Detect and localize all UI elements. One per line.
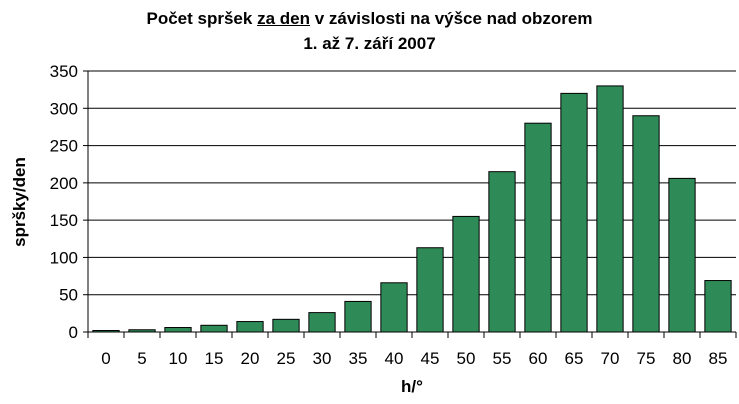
bar-60 bbox=[524, 122, 552, 333]
y-tick-label: 150 bbox=[50, 211, 78, 230]
bar-20 bbox=[236, 321, 264, 333]
bar-40 bbox=[380, 282, 408, 333]
bar-85 bbox=[704, 280, 732, 333]
x-tick-label: 70 bbox=[601, 349, 620, 368]
y-tick-label: 200 bbox=[50, 174, 78, 193]
x-tick-label: 85 bbox=[709, 349, 728, 368]
gridlines bbox=[88, 70, 736, 333]
x-tick-label: 55 bbox=[493, 349, 512, 368]
y-tick-labels: 0 50 100 150 200 250 300 350 bbox=[50, 62, 78, 342]
chart-title-post: v závislosti na výšce nad obzorem bbox=[309, 9, 593, 28]
y-tick-label: 0 bbox=[69, 323, 78, 342]
bar-50 bbox=[452, 215, 480, 333]
x-tick-label: 20 bbox=[241, 349, 260, 368]
y-tick-label: 100 bbox=[50, 248, 78, 267]
axes bbox=[83, 70, 737, 338]
x-tick-label: 60 bbox=[529, 349, 548, 368]
x-tick-label: 45 bbox=[421, 349, 440, 368]
bar-35 bbox=[344, 300, 372, 333]
bars bbox=[92, 85, 732, 333]
x-tick-label: 80 bbox=[673, 349, 692, 368]
chart-title-line2: 1. až 7. září 2007 bbox=[303, 34, 436, 53]
bar-65 bbox=[560, 92, 588, 333]
x-tick-label: 50 bbox=[457, 349, 476, 368]
x-tick-label: 30 bbox=[313, 349, 332, 368]
x-tick-label: 5 bbox=[137, 349, 146, 368]
chart-title-pre: Počet spršek bbox=[146, 9, 258, 28]
x-axis-label: h/° bbox=[401, 377, 423, 396]
bar-45 bbox=[416, 247, 444, 333]
bar-30 bbox=[308, 312, 336, 333]
x-tick-label: 40 bbox=[385, 349, 404, 368]
x-tick-label: 75 bbox=[637, 349, 656, 368]
x-tick-labels: 0 5 10 15 20 25 30 35 40 45 50 55 60 65 70 75 80 85 bbox=[101, 349, 727, 368]
x-tick-label: 10 bbox=[169, 349, 188, 368]
y-tick-label: 300 bbox=[50, 99, 78, 118]
chart-title-line1: Počet spršek za den v závislosti na výšc… bbox=[0, 9, 739, 29]
bar-15 bbox=[200, 324, 228, 333]
bar-80 bbox=[668, 177, 696, 333]
y-axis-label: spršky/den bbox=[10, 157, 29, 247]
bar-55 bbox=[488, 171, 516, 333]
y-tick-label: 250 bbox=[50, 137, 78, 156]
x-tick-label: 65 bbox=[565, 349, 584, 368]
x-tick-label: 25 bbox=[277, 349, 296, 368]
x-tick-label: 0 bbox=[101, 349, 110, 368]
bar-10 bbox=[164, 327, 192, 333]
bar-70 bbox=[596, 85, 624, 333]
y-tick-label: 350 bbox=[50, 62, 78, 81]
y-tick-label: 50 bbox=[59, 286, 78, 305]
x-tick-label: 15 bbox=[205, 349, 224, 368]
x-tick-label: 35 bbox=[349, 349, 368, 368]
bar-75 bbox=[632, 115, 660, 333]
bar-25 bbox=[272, 318, 300, 333]
chart-title-underlined: za den bbox=[257, 9, 310, 28]
